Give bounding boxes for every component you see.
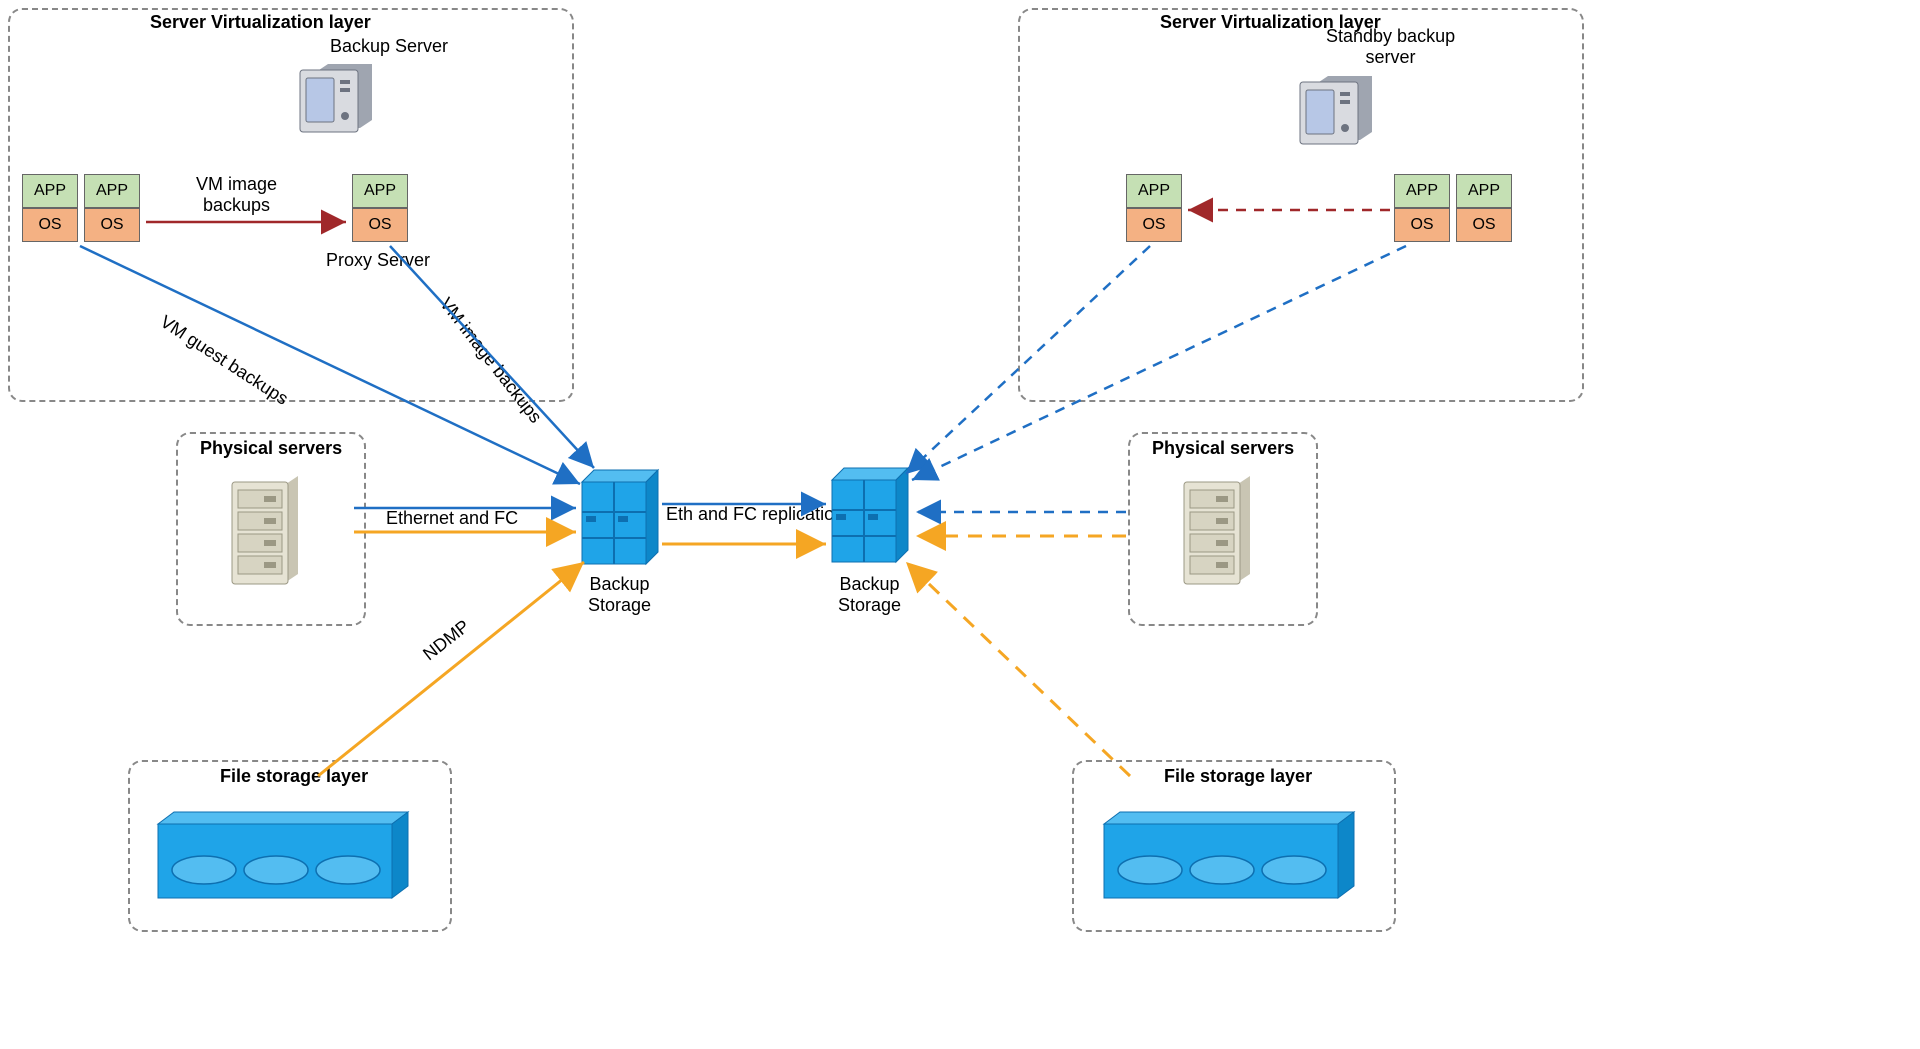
right-physical-box <box>1128 432 1318 626</box>
eth-fc-label: Ethernet and FC <box>386 508 518 529</box>
storage-left-title: Backup Storage <box>588 574 651 616</box>
ndmp-label: NDMP <box>419 616 474 665</box>
edge-right-file <box>906 562 1130 776</box>
left-physical-box <box>176 432 366 626</box>
storage-right-title: Backup Storage <box>838 574 901 616</box>
backup-server-title: Backup Server <box>330 36 448 57</box>
right-file-title: File storage layer <box>1164 766 1312 787</box>
app-os-proxy: APPOS <box>352 174 408 242</box>
right-phys-title: Physical servers <box>1152 438 1294 459</box>
standby-server-title: Standby backup server <box>1326 26 1455 68</box>
backup-storage-left-icon <box>582 470 658 564</box>
left-virt-title: Server Virtualization layer <box>150 12 371 33</box>
app-os-left-1: APPOS <box>22 174 78 242</box>
left-phys-title: Physical servers <box>200 438 342 459</box>
replication-label: Eth and FC replication <box>666 504 844 525</box>
vm-image-label: VM image backups <box>196 174 277 216</box>
app-os-left-2: APPOS <box>84 174 140 242</box>
left-file-title: File storage layer <box>220 766 368 787</box>
app-os-right-3: APPOS <box>1456 174 1512 242</box>
proxy-server-title: Proxy Server <box>326 250 430 271</box>
app-os-right-1: APPOS <box>1126 174 1182 242</box>
app-os-right-2: APPOS <box>1394 174 1450 242</box>
